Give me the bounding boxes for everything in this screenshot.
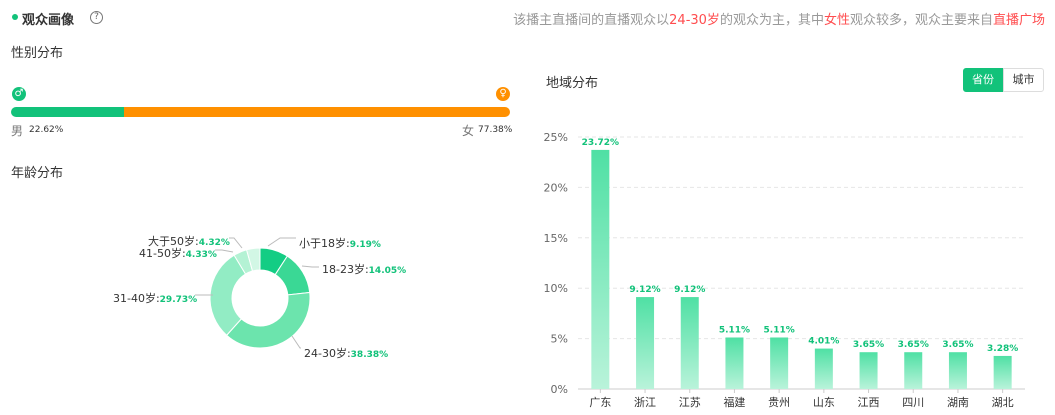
summary-middle2: 观众较多，观众主要来自: [849, 13, 993, 28]
male-value: 22.62%: [29, 125, 64, 135]
x-tick-label: 湖南: [947, 396, 969, 409]
summary-gender: 女性: [823, 13, 850, 28]
bar-浙江[interactable]: [636, 297, 655, 389]
x-tick-label: 广东: [589, 396, 611, 409]
summary-middle1: 的观众为主，其中: [719, 13, 824, 28]
age-label-gt50: 大于50岁:4.32%: [148, 235, 230, 248]
bar-福建[interactable]: [725, 337, 744, 389]
gender-bar-male: [11, 107, 124, 117]
female-label: 女: [462, 124, 475, 138]
age-label-18-23: 18-23岁:14.05%: [322, 263, 407, 276]
age-label-41-50: 41-50岁:4.33%: [139, 247, 217, 260]
page-title: 观众画像: [22, 13, 75, 28]
bar-value-label: 9.12%: [674, 285, 705, 295]
age-section-title: 年龄分布: [11, 166, 64, 181]
bar-贵州[interactable]: [770, 337, 789, 389]
region-bar-chart: 0% 5% 10% 15% 20% 25% 23.72% 广东 9.12% 浙江 9.12% 江苏 5.…: [544, 131, 1025, 409]
gender-section-title: 性别分布: [11, 46, 64, 61]
age-donut-chart: [195, 237, 319, 349]
age-label-31-40: 31-40岁:29.73%: [113, 292, 198, 305]
male-label: 男: [11, 124, 24, 138]
bar-江西[interactable]: [859, 352, 878, 389]
x-tick-label: 四川: [902, 396, 924, 409]
x-tick-label: 湖北: [992, 396, 1014, 409]
y-tick-label: 15%: [544, 232, 568, 245]
y-tick-label: 0%: [551, 383, 568, 396]
age-segment-2[interactable]: [225, 291, 311, 349]
age-label-lt18: 小于18岁:9.19%: [299, 237, 381, 250]
female-icon: ♀: [496, 87, 510, 101]
age-label-24-30: 24-30岁:38.38%: [304, 347, 389, 360]
gender-bar: [11, 107, 510, 117]
bar-广东[interactable]: [591, 149, 610, 389]
summary-source[interactable]: 直播广场: [992, 13, 1045, 28]
bar-山东[interactable]: [814, 348, 833, 389]
x-tick-label: 江西: [858, 396, 880, 409]
bar-value-label: 23.72%: [582, 138, 620, 148]
female-value: 77.38%: [478, 125, 513, 135]
bar-value-label: 3.28%: [987, 344, 1018, 354]
region-section-title: 地域分布: [546, 76, 599, 91]
bar-value-label: 9.12%: [629, 285, 660, 295]
male-icon: ♂: [12, 87, 26, 101]
title-dot: [12, 14, 18, 20]
bar-value-label: 4.01%: [808, 337, 839, 347]
y-tick-label: 25%: [544, 131, 568, 144]
bar-value-label: 3.65%: [898, 340, 929, 350]
age-leader-line-5: [229, 237, 243, 249]
gender-bar-female: [123, 107, 510, 117]
summary-age: 24-30岁: [669, 13, 720, 28]
age-leader-line-0: [267, 237, 296, 247]
x-tick-label: 江苏: [679, 396, 701, 409]
age-segment-5[interactable]: [245, 247, 261, 272]
age-leader-line-2: [291, 335, 301, 349]
y-tick-label: 10%: [544, 282, 568, 295]
age-leader-line-1: [301, 265, 319, 268]
y-tick-label: 5%: [551, 333, 568, 346]
bar-湖南[interactable]: [948, 352, 967, 389]
city-toggle-button[interactable]: 城市: [1003, 68, 1044, 92]
x-tick-label: 福建: [723, 395, 745, 409]
bar-value-label: 5.11%: [719, 325, 750, 335]
summary-text: 该播主直播间的直播观众以24-30岁的观众为主，其中女性观众较多，观众主要来自直…: [513, 9, 1045, 28]
province-toggle-button[interactable]: 省份: [963, 68, 1003, 92]
y-tick-label: 20%: [544, 181, 568, 194]
bar-江苏[interactable]: [680, 297, 699, 389]
x-tick-label: 浙江: [634, 396, 656, 409]
x-tick-label: 山东: [813, 396, 835, 409]
bar-value-label: 5.11%: [764, 325, 795, 335]
bar-value-label: 3.65%: [853, 340, 884, 350]
help-icon[interactable]: ?: [90, 11, 103, 24]
bar-四川[interactable]: [904, 352, 923, 389]
bar-value-label: 3.65%: [942, 340, 973, 350]
bar-湖北[interactable]: [993, 355, 1012, 389]
summary-prefix: 该播主直播间的直播观众以: [513, 13, 670, 28]
age-leader-line-4: [215, 249, 234, 253]
x-tick-label: 贵州: [768, 396, 790, 409]
